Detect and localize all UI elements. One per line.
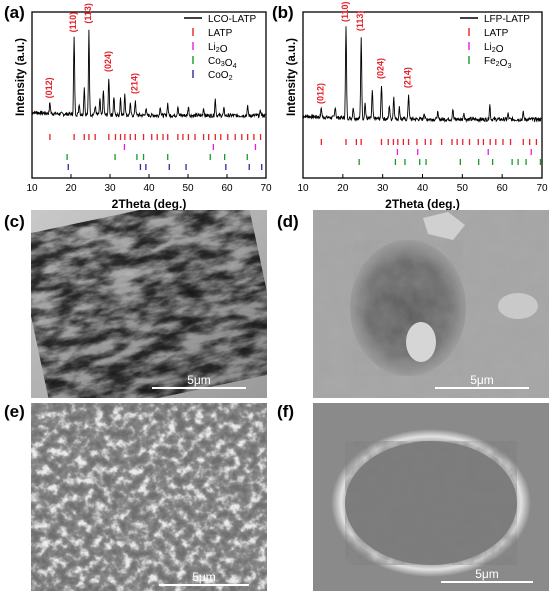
scale-bar-label: 5μm bbox=[470, 373, 494, 387]
scale-bar-e: 5μm bbox=[159, 571, 249, 586]
scale-bar-label: 5μm bbox=[192, 570, 216, 584]
legend-label: Li2O bbox=[484, 42, 504, 55]
xrd-chart-lfp-latp: 10 20 30 40 50 60 70 2Theta (deg.) Intensity (a.… bbox=[286, 1, 548, 211]
x-tick-label: 10 bbox=[297, 183, 309, 194]
peak-label: (214) bbox=[129, 73, 139, 94]
x-tick-label: 50 bbox=[457, 183, 469, 194]
panel-label-d: (d) bbox=[277, 212, 299, 231]
peak-label: (012) bbox=[44, 77, 54, 98]
x-tick-label: 10 bbox=[26, 183, 38, 194]
legend-label: Co3O4 bbox=[208, 56, 237, 70]
legend-label: LCO-LATP bbox=[208, 14, 256, 25]
scale-bar-line bbox=[159, 584, 249, 586]
panel-label-b: (b) bbox=[272, 3, 294, 22]
x-tick-label: 70 bbox=[536, 183, 548, 194]
panel-label-c: (c) bbox=[4, 212, 25, 231]
peak-label: (113) bbox=[355, 11, 365, 32]
sem-texture-f bbox=[313, 403, 549, 591]
x-axis-label: 2Theta (deg.) bbox=[112, 197, 187, 211]
scale-bar-line bbox=[152, 387, 246, 389]
scale-bar-label: 5μm bbox=[475, 567, 499, 581]
y-axis-label: Intensity (a.u.) bbox=[286, 38, 298, 116]
sem-texture-e bbox=[31, 403, 267, 591]
sem-texture-d bbox=[313, 210, 549, 398]
x-tick-label: 50 bbox=[182, 183, 194, 194]
legend-label: Fe2O3 bbox=[484, 56, 511, 70]
legend-label: LFP-LATP bbox=[484, 14, 530, 25]
peak-label: (113) bbox=[83, 3, 93, 24]
scale-bar-c: 5μm bbox=[152, 374, 246, 389]
xrd-chart-lco-latp: 10 20 30 40 50 60 70 2Theta (deg.) Intensity (a.… bbox=[15, 3, 272, 211]
xrd-pattern-line bbox=[302, 26, 543, 124]
legend-label: LATP bbox=[208, 28, 233, 39]
peak-label: (024) bbox=[375, 58, 385, 79]
scale-bar-label: 5μm bbox=[187, 373, 211, 387]
legend-label: Li2O bbox=[208, 42, 228, 55]
sem-image-f bbox=[313, 403, 549, 591]
scale-bar-f: 5μm bbox=[441, 568, 533, 583]
sem-texture-c bbox=[31, 210, 267, 398]
panel-label-e: (e) bbox=[4, 402, 25, 421]
sem-image-e bbox=[31, 403, 267, 591]
scale-bar-d: 5μm bbox=[435, 374, 529, 389]
x-tick-label: 20 bbox=[337, 183, 349, 194]
peak-label: (024) bbox=[103, 51, 113, 72]
scale-bar-line bbox=[441, 581, 533, 583]
x-tick-label: 30 bbox=[377, 183, 389, 194]
panel-label-f: (f) bbox=[277, 402, 294, 421]
legend-label: CoO2 bbox=[208, 70, 233, 82]
scale-bar-line bbox=[435, 387, 529, 389]
x-tick-label: 70 bbox=[260, 183, 272, 194]
x-tick-label: 40 bbox=[143, 183, 155, 194]
peak-label: (110) bbox=[340, 1, 350, 22]
peak-label: (110) bbox=[68, 12, 78, 33]
x-axis-label: 2Theta (deg.) bbox=[385, 197, 460, 211]
x-tick-label: 30 bbox=[104, 183, 116, 194]
xrd-pattern-line bbox=[31, 29, 267, 120]
x-tick-label: 40 bbox=[417, 183, 429, 194]
x-tick-label: 60 bbox=[497, 183, 509, 194]
sem-image-d bbox=[313, 210, 549, 398]
sem-image-c bbox=[31, 210, 267, 398]
x-tick-label: 20 bbox=[65, 183, 77, 194]
x-tick-label: 60 bbox=[221, 183, 233, 194]
peak-label: (214) bbox=[403, 67, 413, 88]
legend-label: LATP bbox=[484, 28, 509, 39]
panel-label-a: (a) bbox=[4, 3, 25, 22]
peak-label: (012) bbox=[315, 83, 325, 104]
y-axis-label: Intensity (a.u.) bbox=[15, 38, 27, 116]
